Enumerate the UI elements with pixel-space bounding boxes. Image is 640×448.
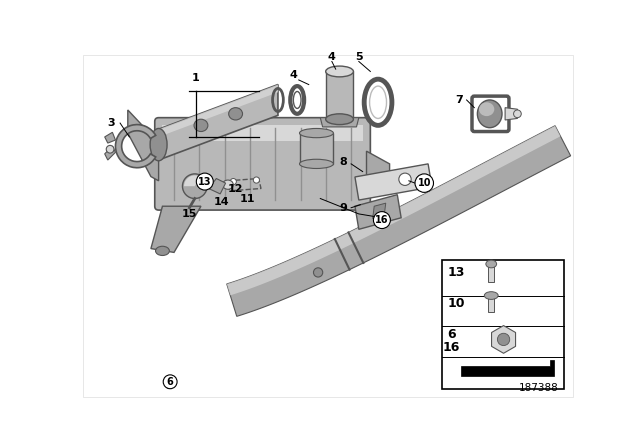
Ellipse shape	[300, 159, 333, 168]
Ellipse shape	[477, 100, 502, 128]
Polygon shape	[505, 108, 517, 120]
Text: 6: 6	[447, 327, 456, 340]
Ellipse shape	[156, 246, 170, 255]
FancyBboxPatch shape	[442, 260, 564, 389]
Text: 4: 4	[289, 70, 298, 80]
Text: 2: 2	[378, 217, 386, 227]
Polygon shape	[105, 132, 115, 143]
Text: 11: 11	[239, 194, 255, 203]
Circle shape	[314, 268, 323, 277]
Polygon shape	[355, 195, 401, 229]
Polygon shape	[355, 164, 432, 200]
Ellipse shape	[479, 102, 494, 116]
Ellipse shape	[326, 114, 353, 125]
Text: 14: 14	[214, 198, 230, 207]
Text: 5: 5	[355, 52, 363, 62]
Polygon shape	[209, 178, 225, 194]
Polygon shape	[372, 203, 386, 219]
Circle shape	[415, 174, 433, 192]
Text: 6: 6	[167, 377, 173, 387]
Polygon shape	[159, 85, 278, 137]
Text: 16: 16	[375, 215, 388, 225]
Text: 187388: 187388	[519, 383, 559, 392]
Text: 15: 15	[182, 209, 197, 219]
Polygon shape	[227, 126, 561, 295]
Circle shape	[497, 333, 509, 345]
Polygon shape	[488, 265, 494, 282]
Circle shape	[399, 173, 411, 185]
Ellipse shape	[300, 129, 333, 138]
Polygon shape	[367, 151, 390, 185]
Text: 6: 6	[164, 381, 172, 391]
Ellipse shape	[486, 260, 497, 268]
Circle shape	[513, 110, 521, 118]
Circle shape	[196, 173, 213, 190]
Polygon shape	[461, 360, 554, 375]
Polygon shape	[105, 146, 115, 160]
Polygon shape	[320, 118, 359, 127]
Ellipse shape	[194, 119, 208, 132]
FancyBboxPatch shape	[155, 118, 371, 210]
Text: 16: 16	[442, 340, 460, 353]
Circle shape	[182, 174, 207, 198]
Circle shape	[163, 375, 177, 389]
Ellipse shape	[293, 91, 301, 108]
Text: 13: 13	[447, 266, 465, 279]
Text: 7: 7	[455, 95, 463, 105]
Polygon shape	[159, 85, 278, 160]
Text: 4: 4	[328, 52, 336, 62]
Text: 13: 13	[198, 177, 212, 186]
Text: 10: 10	[417, 178, 431, 188]
Polygon shape	[227, 126, 571, 316]
Polygon shape	[300, 133, 333, 164]
Text: 9: 9	[339, 203, 348, 213]
Text: 8: 8	[340, 156, 348, 167]
Ellipse shape	[326, 66, 353, 77]
Polygon shape	[326, 72, 353, 119]
Circle shape	[373, 211, 390, 228]
Text: 1: 1	[192, 73, 200, 83]
Wedge shape	[115, 125, 156, 168]
Ellipse shape	[150, 129, 167, 161]
Polygon shape	[163, 125, 363, 141]
Ellipse shape	[369, 86, 387, 118]
Ellipse shape	[223, 180, 234, 189]
Text: 3: 3	[107, 118, 115, 128]
Polygon shape	[488, 297, 494, 313]
Ellipse shape	[228, 108, 243, 120]
Text: 12: 12	[228, 184, 243, 194]
Polygon shape	[128, 110, 159, 181]
Circle shape	[106, 146, 114, 153]
Circle shape	[230, 178, 236, 185]
Circle shape	[253, 177, 259, 183]
Polygon shape	[151, 206, 201, 252]
Ellipse shape	[484, 292, 498, 299]
Wedge shape	[184, 176, 200, 186]
Text: 10: 10	[447, 297, 465, 310]
